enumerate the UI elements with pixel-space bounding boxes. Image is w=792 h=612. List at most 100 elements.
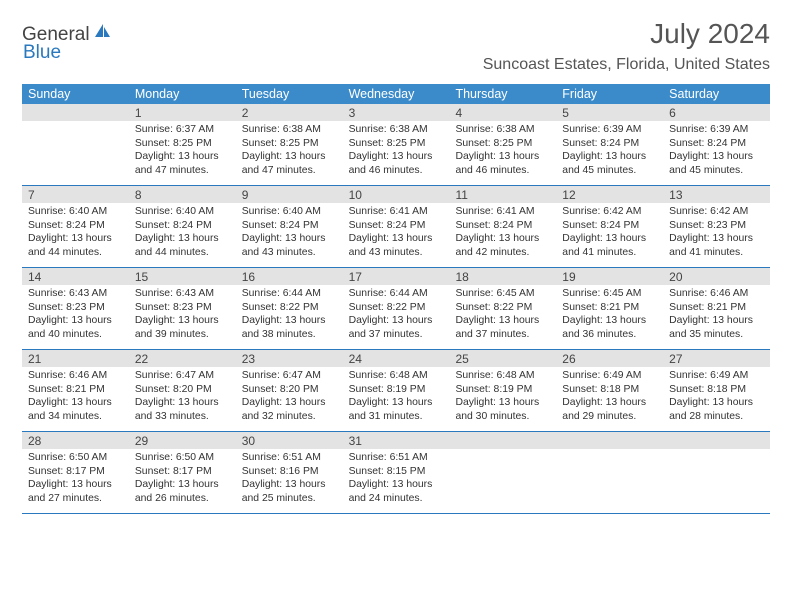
day-number (22, 104, 129, 121)
day-number: 30 (236, 432, 343, 449)
day-body: Sunrise: 6:42 AMSunset: 8:23 PMDaylight:… (663, 203, 770, 267)
title-block: July 2024 Suncoast Estates, Florida, Uni… (483, 18, 770, 80)
day-body: Sunrise: 6:39 AMSunset: 8:24 PMDaylight:… (663, 121, 770, 185)
sunrise-text: Sunrise: 6:43 AM (135, 287, 230, 301)
day-number: 9 (236, 186, 343, 203)
day-number: 12 (556, 186, 663, 203)
day-body: Sunrise: 6:49 AMSunset: 8:18 PMDaylight:… (663, 367, 770, 431)
brand-blue: Blue (23, 42, 61, 63)
day-body: Sunrise: 6:41 AMSunset: 8:24 PMDaylight:… (343, 203, 450, 267)
day-number: 2 (236, 104, 343, 121)
sunset-text: Sunset: 8:24 PM (28, 219, 123, 233)
weekday-header-row: SundayMondayTuesdayWednesdayThursdayFrid… (22, 84, 770, 104)
weekday-header: Saturday (663, 84, 770, 104)
daylight-text: Daylight: 13 hours and 41 minutes. (669, 232, 764, 259)
sunset-text: Sunset: 8:23 PM (669, 219, 764, 233)
daylight-text: Daylight: 13 hours and 26 minutes. (135, 478, 230, 505)
day-number: 29 (129, 432, 236, 449)
month-title: July 2024 (483, 18, 770, 50)
daylight-text: Daylight: 13 hours and 47 minutes. (242, 150, 337, 177)
day-body: Sunrise: 6:46 AMSunset: 8:21 PMDaylight:… (22, 367, 129, 431)
day-body: Sunrise: 6:40 AMSunset: 8:24 PMDaylight:… (129, 203, 236, 267)
sunset-text: Sunset: 8:23 PM (28, 301, 123, 315)
day-number: 28 (22, 432, 129, 449)
day-number: 16 (236, 268, 343, 285)
day-body: Sunrise: 6:45 AMSunset: 8:22 PMDaylight:… (449, 285, 556, 349)
sunrise-text: Sunrise: 6:42 AM (562, 205, 657, 219)
daylight-text: Daylight: 13 hours and 44 minutes. (28, 232, 123, 259)
day-cell: 28Sunrise: 6:50 AMSunset: 8:17 PMDayligh… (22, 432, 129, 513)
daylight-text: Daylight: 13 hours and 42 minutes. (455, 232, 550, 259)
daylight-text: Daylight: 13 hours and 38 minutes. (242, 314, 337, 341)
day-body: Sunrise: 6:39 AMSunset: 8:24 PMDaylight:… (556, 121, 663, 185)
day-cell: 2Sunrise: 6:38 AMSunset: 8:25 PMDaylight… (236, 104, 343, 185)
location: Suncoast Estates, Florida, United States (483, 56, 770, 74)
daylight-text: Daylight: 13 hours and 37 minutes. (455, 314, 550, 341)
sunrise-text: Sunrise: 6:49 AM (669, 369, 764, 383)
day-cell: 1Sunrise: 6:37 AMSunset: 8:25 PMDaylight… (129, 104, 236, 185)
day-cell: 14Sunrise: 6:43 AMSunset: 8:23 PMDayligh… (22, 268, 129, 349)
day-number: 10 (343, 186, 450, 203)
sunrise-text: Sunrise: 6:48 AM (349, 369, 444, 383)
weekday-header: Monday (129, 84, 236, 104)
day-number (449, 432, 556, 449)
sunset-text: Sunset: 8:18 PM (669, 383, 764, 397)
daylight-text: Daylight: 13 hours and 43 minutes. (242, 232, 337, 259)
sunset-text: Sunset: 8:22 PM (455, 301, 550, 315)
daylight-text: Daylight: 13 hours and 24 minutes. (349, 478, 444, 505)
day-body: Sunrise: 6:38 AMSunset: 8:25 PMDaylight:… (236, 121, 343, 185)
sunset-text: Sunset: 8:19 PM (349, 383, 444, 397)
day-body: Sunrise: 6:38 AMSunset: 8:25 PMDaylight:… (449, 121, 556, 185)
daylight-text: Daylight: 13 hours and 39 minutes. (135, 314, 230, 341)
day-cell (556, 432, 663, 513)
day-number: 17 (343, 268, 450, 285)
sunrise-text: Sunrise: 6:40 AM (242, 205, 337, 219)
sunset-text: Sunset: 8:23 PM (135, 301, 230, 315)
sunset-text: Sunset: 8:24 PM (562, 219, 657, 233)
sunset-text: Sunset: 8:21 PM (562, 301, 657, 315)
day-cell: 24Sunrise: 6:48 AMSunset: 8:19 PMDayligh… (343, 350, 450, 431)
sunrise-text: Sunrise: 6:40 AM (135, 205, 230, 219)
sunrise-text: Sunrise: 6:48 AM (455, 369, 550, 383)
day-cell: 18Sunrise: 6:45 AMSunset: 8:22 PMDayligh… (449, 268, 556, 349)
day-body: Sunrise: 6:37 AMSunset: 8:25 PMDaylight:… (129, 121, 236, 185)
sunrise-text: Sunrise: 6:41 AM (455, 205, 550, 219)
day-body: Sunrise: 6:50 AMSunset: 8:17 PMDaylight:… (22, 449, 129, 513)
sunrise-text: Sunrise: 6:40 AM (28, 205, 123, 219)
day-number: 18 (449, 268, 556, 285)
day-body: Sunrise: 6:38 AMSunset: 8:25 PMDaylight:… (343, 121, 450, 185)
daylight-text: Daylight: 13 hours and 37 minutes. (349, 314, 444, 341)
weekday-header: Tuesday (236, 84, 343, 104)
daylight-text: Daylight: 13 hours and 25 minutes. (242, 478, 337, 505)
daylight-text: Daylight: 13 hours and 47 minutes. (135, 150, 230, 177)
day-number: 15 (129, 268, 236, 285)
day-number: 1 (129, 104, 236, 121)
day-body: Sunrise: 6:51 AMSunset: 8:15 PMDaylight:… (343, 449, 450, 513)
sunrise-text: Sunrise: 6:46 AM (669, 287, 764, 301)
day-body: Sunrise: 6:44 AMSunset: 8:22 PMDaylight:… (236, 285, 343, 349)
day-number: 20 (663, 268, 770, 285)
sunrise-text: Sunrise: 6:46 AM (28, 369, 123, 383)
sail-icon (93, 22, 111, 45)
day-number: 6 (663, 104, 770, 121)
daylight-text: Daylight: 13 hours and 35 minutes. (669, 314, 764, 341)
day-number: 14 (22, 268, 129, 285)
daylight-text: Daylight: 13 hours and 33 minutes. (135, 396, 230, 423)
day-cell: 9 Sunrise: 6:40 AMSunset: 8:24 PMDaylight… (236, 186, 343, 267)
sunrise-text: Sunrise: 6:44 AM (242, 287, 337, 301)
sunset-text: Sunset: 8:24 PM (242, 219, 337, 233)
sunset-text: Sunset: 8:20 PM (135, 383, 230, 397)
sunset-text: Sunset: 8:20 PM (242, 383, 337, 397)
day-body: Sunrise: 6:48 AMSunset: 8:19 PMDaylight:… (449, 367, 556, 431)
sunrise-text: Sunrise: 6:51 AM (349, 451, 444, 465)
sunset-text: Sunset: 8:19 PM (455, 383, 550, 397)
day-body: Sunrise: 6:51 AMSunset: 8:16 PMDaylight:… (236, 449, 343, 513)
day-body (556, 449, 663, 513)
day-number: 24 (343, 350, 450, 367)
daylight-text: Daylight: 13 hours and 45 minutes. (562, 150, 657, 177)
daylight-text: Daylight: 13 hours and 40 minutes. (28, 314, 123, 341)
sunrise-text: Sunrise: 6:50 AM (28, 451, 123, 465)
sunset-text: Sunset: 8:22 PM (242, 301, 337, 315)
day-number: 3 (343, 104, 450, 121)
sunrise-text: Sunrise: 6:38 AM (455, 123, 550, 137)
